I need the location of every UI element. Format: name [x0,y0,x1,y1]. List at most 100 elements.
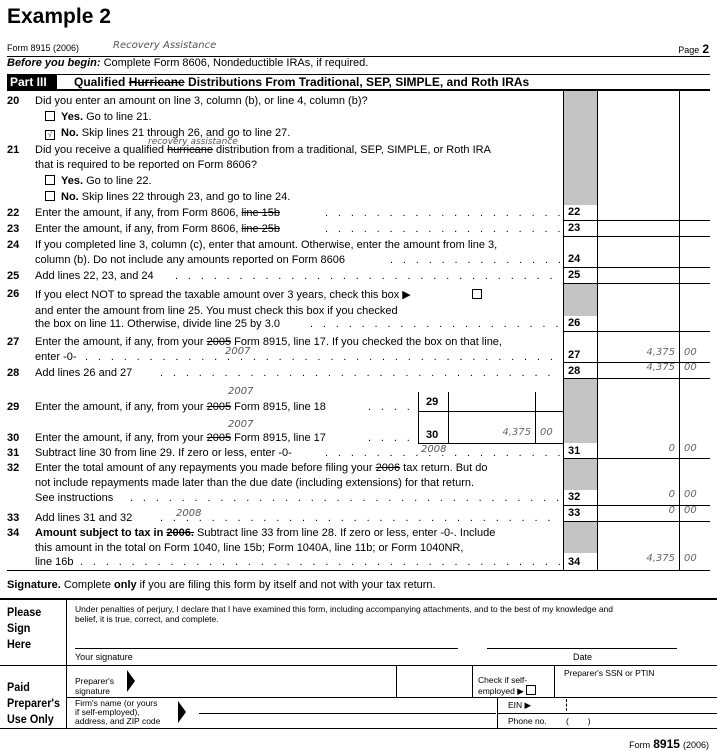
line-22-text: Enter the amount, if any, from Form 8606… [35,207,280,219]
line-34-amount[interactable]: 4,375 [646,553,675,564]
phone-label: Phone no. [508,716,547,726]
line-33-cents[interactable]: 00 [684,505,697,516]
line-33-text: Add lines 31 and 32 [35,512,133,524]
no-text: Skip lines 22 through 23, and go to line… [78,191,291,203]
line-26-text2: and enter the amount from line 25. You m… [35,305,398,317]
phone-field[interactable]: ( ) [566,716,591,726]
line-25-num: 25 [7,270,20,282]
line-31-amount[interactable]: 0 [668,443,675,454]
box-27-label: 27 [568,349,581,361]
t1: Enter the amount, if any, from your [35,432,207,444]
your-signature-label: Your signature [75,652,133,662]
yes-text: Go to line 21. [83,111,152,123]
line-20-yes[interactable]: Yes. Go to line 21. [45,111,152,123]
line-32-amount[interactable]: 0 [668,489,675,500]
checkbox-21-yes[interactable] [45,175,55,185]
w1: Please [7,605,42,619]
date-label: Date [573,652,593,662]
paid-preparer-heading: Paid Preparer's Use Only [7,679,60,727]
t2: distribution from a traditional, SEP, SI… [212,144,491,156]
line-32-cents[interactable]: 00 [684,489,697,500]
part-t1: Qualified [74,75,129,89]
page-title: Example 2 [7,5,111,28]
w2: Sign [7,621,31,635]
checkbox-21-no[interactable] [45,191,55,201]
footer-form: Form 8915 (2006) [629,737,709,751]
line-20-text: Did you enter an amount on line 3, colum… [35,95,368,107]
line-30-cents[interactable]: 00 [540,427,553,438]
form-id: Form 8915 (2006) [7,43,80,53]
firm-name-line[interactable] [199,713,496,714]
handwritten-note: Recovery Assistance [113,40,217,51]
box-29-label: 29 [426,396,439,408]
box-31-label: 31 [568,445,581,457]
line-33-num: 33 [7,512,20,524]
t2: Form 8915, line 18 [231,401,326,413]
self-employed-check[interactable]: Check if self-employed ▶ [478,675,537,696]
f3: address, and ZIP code [75,716,161,726]
page-label: Page [678,45,700,55]
line-28-cents[interactable]: 00 [684,362,697,373]
line-34-text2: this amount in the total on Form 1040, l… [35,542,464,554]
perjury-statement: Under penalties of perjury, I declare th… [75,604,613,624]
line-20-no[interactable]: √ No. Skip lines 21 through 26, and go to… [45,127,290,140]
line-31-cents[interactable]: 00 [684,443,697,454]
strike: hurricane [167,144,213,156]
line-30-text: Enter the amount, if any, from your 2005… [35,432,326,444]
f-num: 8915 [653,737,680,751]
b1: Amount subject to tax in [35,527,167,539]
line-21-text2: that is required to be reported on Form … [35,159,257,171]
part-label: Part III [7,75,57,89]
before-text: Complete Form 8606, Nondeductible IRAs, … [100,57,369,69]
line-27-num: 27 [7,336,20,348]
c2: employed ▶ [478,686,524,696]
line-33-amount[interactable]: 0 [668,505,675,516]
line-21-no[interactable]: No. Skip lines 22 through 23, and go to … [45,191,290,203]
line-34-cents[interactable]: 00 [684,553,697,564]
checkbox-26[interactable] [472,289,482,299]
sig-bold: Signature. [7,579,61,591]
arrow-icon [178,701,186,723]
checkbox-self-employed[interactable] [526,685,537,695]
t1: Did you receive a qualified [35,144,168,156]
line-27-cents[interactable]: 00 [684,347,697,358]
date-line[interactable] [487,648,677,649]
box-34-label: 34 [568,556,581,568]
checkbox-20-no-checked[interactable]: √ [45,130,55,140]
box-24-label: 24 [568,253,581,265]
preparer-signature-label: Preparer's signature [75,676,114,696]
yes-text: Go to line 22. [83,175,152,187]
t1: Complete [60,579,114,591]
strike: 2006. [166,527,194,539]
part-t2: Distributions From Traditional, SEP, SIM… [184,75,530,89]
signature-line[interactable] [75,648,458,649]
w3: Here [7,637,32,651]
f-year: (2006) [682,740,709,750]
line-26-text: If you elect NOT to spread the taxable a… [35,289,411,301]
line-31-handwritten: 2008 [421,444,447,455]
f2: if self-employed), [75,707,140,717]
line-29-num: 29 [7,401,20,413]
p2: belief, it is true, correct, and complet… [75,614,219,624]
line-30-num: 30 [7,432,20,444]
part-title: Qualified Hurricane Distributions From T… [74,75,529,90]
line-27-amount[interactable]: 4,375 [646,347,675,358]
line-32-text3: See instructions [35,492,114,504]
line-28-amount[interactable]: 4,375 [646,362,675,373]
strike: 2005 [206,401,232,413]
c1: Check if self- [478,675,528,685]
line-21-handwritten: recovery assistance [148,137,238,147]
line-30-amount[interactable]: 4,375 [502,427,531,438]
only: only [114,579,137,591]
line-33-handwritten: 2008 [176,508,202,519]
f-form: Form [629,740,651,750]
checkbox-20-yes[interactable] [45,111,55,121]
t1: Enter the amount, if any, from your [35,336,207,348]
please-sign-here: Please Sign Here [7,604,41,652]
line-31-num: 31 [7,447,20,459]
signature-heading: Signature. Complete only if you are fili… [7,579,436,591]
line-32-text: Enter the total amount of any repayments… [35,462,488,474]
line-21-yes[interactable]: Yes. Go to line 22. [45,175,152,187]
strike: 2006 [375,462,401,474]
line-28-text: Add lines 26 and 27 [35,367,133,379]
